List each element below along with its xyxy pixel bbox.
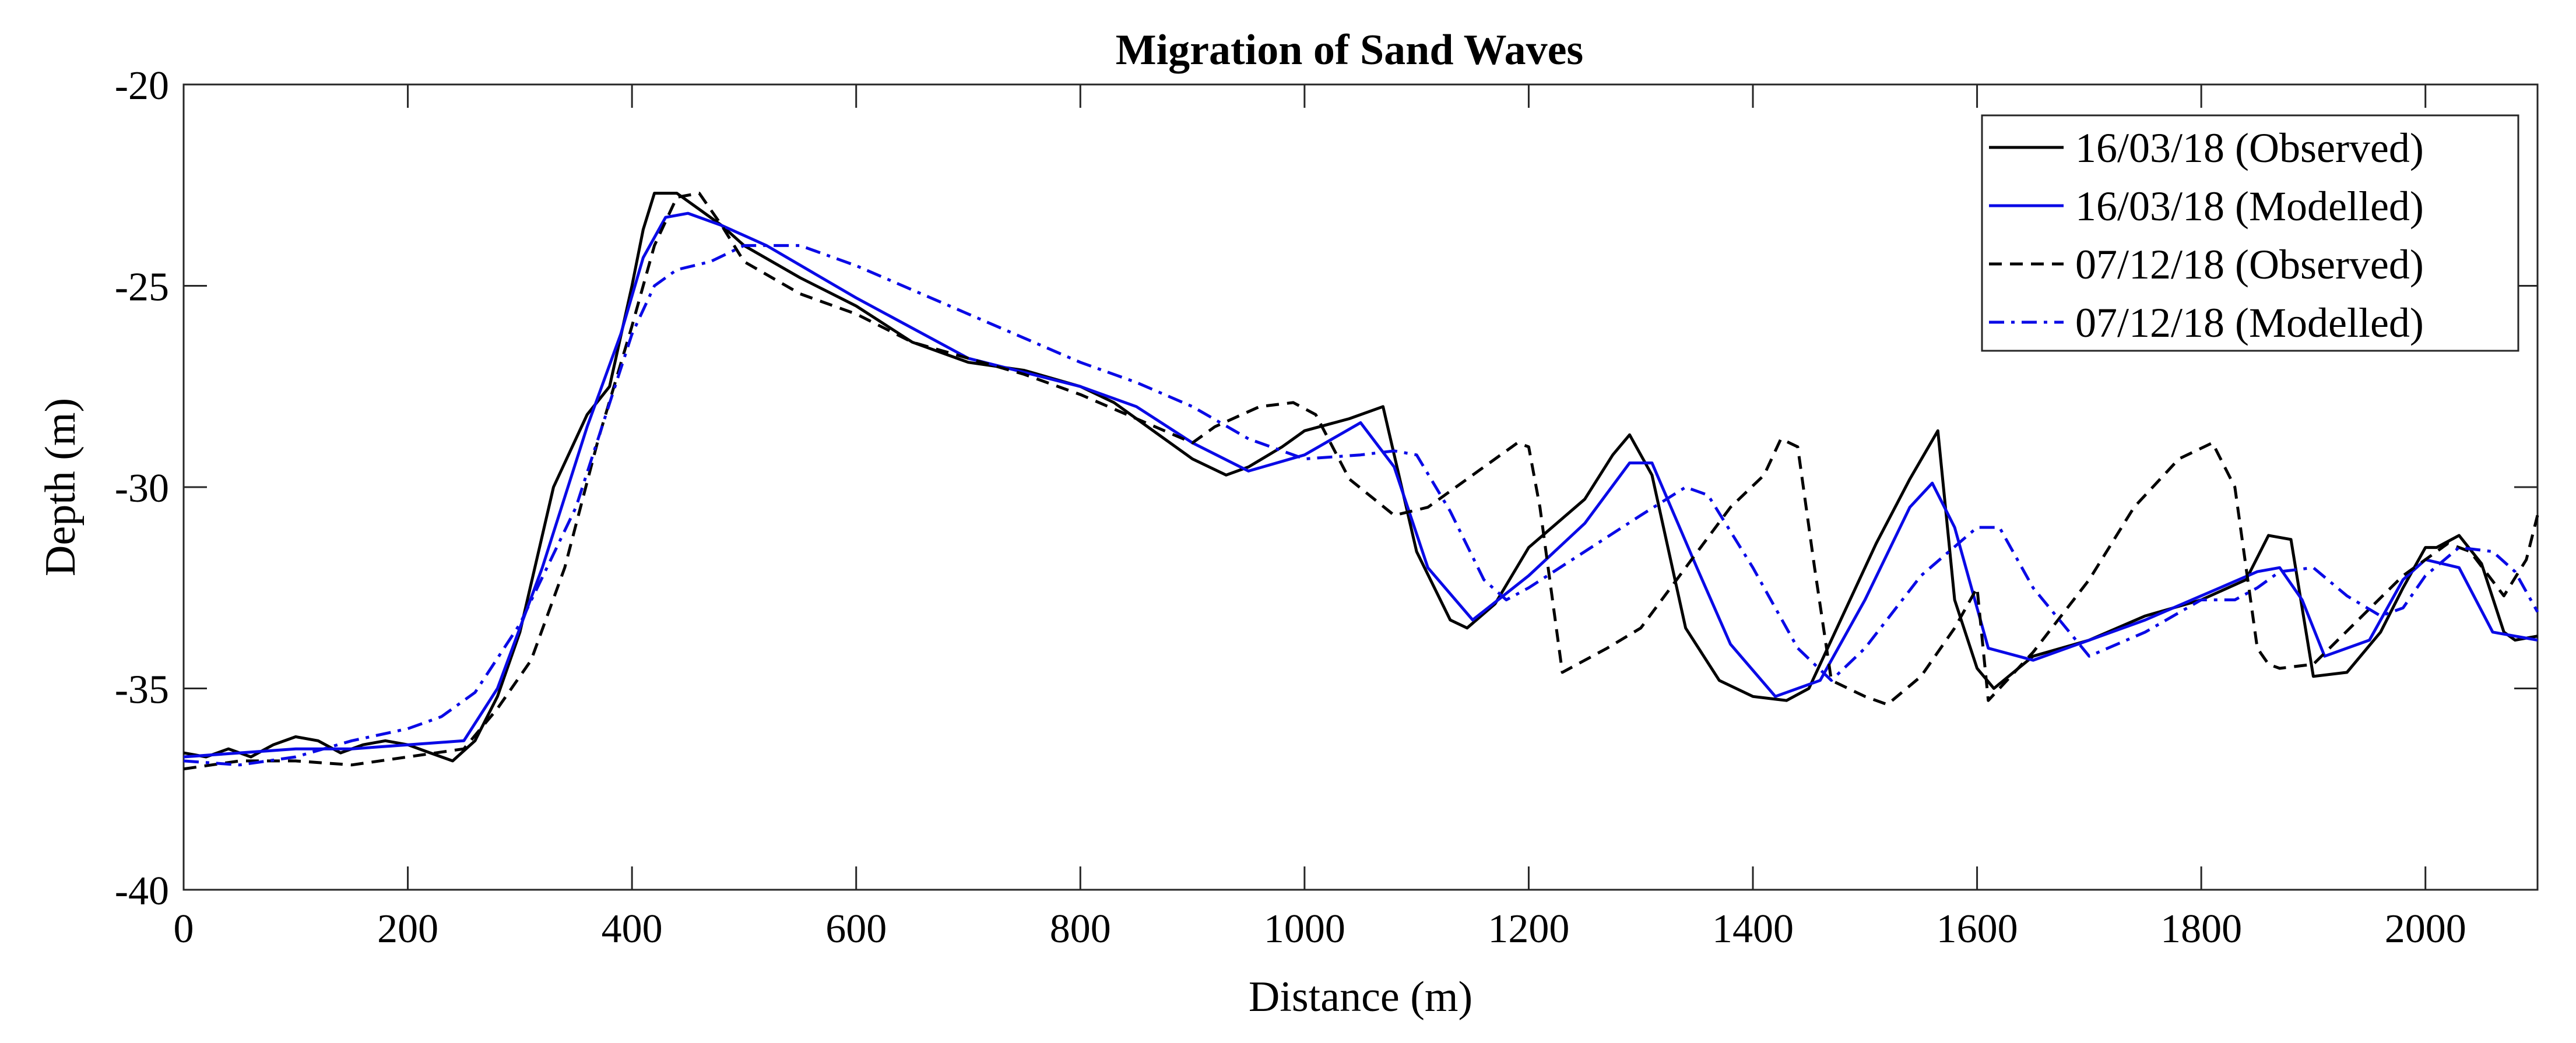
- tick-layer: 0 200 400 600 800 1000 1200 1400 1600 1800 2000 -40…: [115, 64, 2538, 952]
- x-tick-label: 1800: [2160, 907, 2242, 952]
- y-tick-label: -40: [115, 869, 169, 914]
- series-line-3: [183, 192, 2539, 771]
- x-tick-label: 200: [377, 907, 438, 952]
- x-tick-label: 800: [1050, 907, 1111, 952]
- x-tick-label: 1000: [1264, 907, 1345, 952]
- x-tick-label: 600: [825, 907, 887, 952]
- x-tick-label: 1200: [1488, 907, 1569, 952]
- legend: 16/03/18 (Observed) 16/03/18 (Modelled) 07…: [1981, 114, 2519, 352]
- legend-label-2: 16/03/18 (Modelled): [2075, 183, 2424, 230]
- legend-box: [1981, 114, 2519, 352]
- y-axis-label: Depth (m): [37, 398, 85, 576]
- x-axis-label: Distance (m): [1249, 973, 1472, 1021]
- x-tick-label: 2000: [2385, 907, 2466, 952]
- x-tick-label: 0: [174, 907, 194, 952]
- legend-label-4: 07/12/18 (Modelled): [2075, 299, 2424, 346]
- y-tick-label: -25: [115, 265, 169, 310]
- chart-title: Migration of Sand Waves: [1116, 26, 1583, 74]
- series-line-1: [183, 192, 2538, 763]
- x-tick-label: 400: [602, 907, 663, 952]
- series-line-4: [183, 244, 2539, 767]
- x-tick-label: 1400: [1712, 907, 1794, 952]
- series-layer: [183, 192, 2539, 771]
- legend-label-3: 07/12/18 (Observed): [2075, 241, 2424, 288]
- series-line-2: [183, 212, 2538, 759]
- y-tick-label: -30: [115, 466, 169, 511]
- legend-items: 16/03/18 (Observed) 16/03/18 (Modelled) 07…: [1989, 125, 2424, 346]
- y-tick-label: -20: [115, 64, 169, 108]
- x-tick-label: 1600: [1937, 907, 2018, 952]
- legend-label-1: 16/03/18 (Observed): [2075, 125, 2424, 171]
- y-tick-label: -35: [115, 668, 169, 713]
